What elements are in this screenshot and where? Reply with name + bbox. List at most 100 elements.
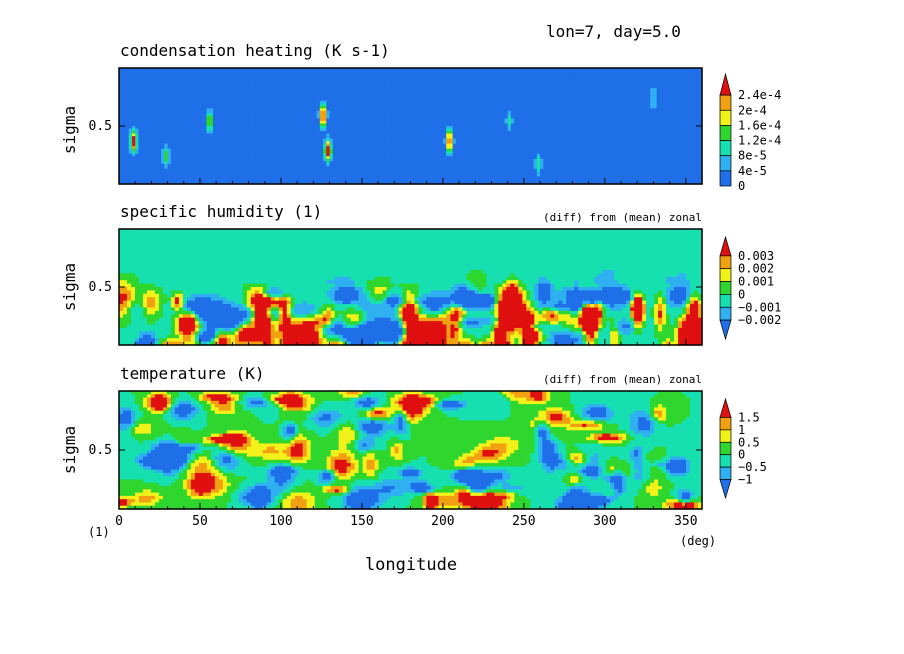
heatmap-cell <box>514 75 518 79</box>
heatmap-cell <box>358 70 363 74</box>
heatmap-cell <box>245 78 250 82</box>
heatmap-cell <box>251 75 256 79</box>
heatmap-cell <box>468 70 473 74</box>
heatmap-cell <box>481 73 486 77</box>
heatmap-cell <box>326 75 331 79</box>
heatmap-cell <box>627 75 632 79</box>
heatmap-cell <box>420 73 425 77</box>
heatmap-cell <box>378 75 382 79</box>
heatmap-cell <box>614 78 619 82</box>
heatmap-cell <box>640 73 645 77</box>
heatmap-cell <box>274 68 279 72</box>
heatmap-cell <box>306 68 311 72</box>
heatmap-cell <box>572 70 577 74</box>
heatmap-cell <box>141 70 146 74</box>
heatmap-cell <box>659 75 664 79</box>
heatmap-cell <box>229 78 233 82</box>
heatmap-cell <box>284 73 289 77</box>
heatmap-cell <box>135 68 140 72</box>
heatmap-cell <box>608 75 612 79</box>
heatmap-cell <box>122 73 127 77</box>
heatmap-cell <box>235 70 240 74</box>
heatmap-cell <box>410 70 415 74</box>
heatmap-cell <box>514 78 518 82</box>
heatmap-cell <box>225 75 230 79</box>
heatmap-cell <box>656 75 661 79</box>
heatmap-cell <box>650 68 655 72</box>
heatmap-cell <box>174 78 178 82</box>
heatmap-cell <box>206 78 211 82</box>
heatmap-cell <box>523 70 528 74</box>
heatmap-cell <box>462 75 467 79</box>
heatmap-cell <box>148 68 152 72</box>
heatmap-cell <box>491 68 496 72</box>
heatmap-cell <box>481 70 486 74</box>
heatmap-cell <box>332 70 337 74</box>
heatmap-cell <box>212 68 217 72</box>
heatmap-cell <box>135 78 140 82</box>
heatmap-cell <box>352 70 357 74</box>
heatmap-cell <box>187 78 191 82</box>
heatmap-cell <box>672 68 677 72</box>
heatmap-cell <box>429 68 434 72</box>
heatmap-cell <box>397 68 402 72</box>
heatmap-cell <box>232 70 237 74</box>
heatmap-cell <box>601 75 606 79</box>
heatmap-cell <box>423 75 428 79</box>
heatmap-cell <box>692 68 697 72</box>
heatmap-cell <box>329 70 334 74</box>
heatmap-cell <box>183 78 188 82</box>
heatmap-cell <box>306 73 311 77</box>
heatmap-cell <box>646 78 651 82</box>
heatmap-cell <box>423 78 428 82</box>
heatmap-cell <box>238 70 243 74</box>
heatmap-cell <box>556 78 561 82</box>
heatmap-cell <box>582 68 586 72</box>
heatmap-cell <box>565 70 570 74</box>
heatmap-cell <box>387 78 392 82</box>
heatmap-cell <box>342 78 347 82</box>
heatmap-cell <box>410 78 415 82</box>
heatmap-cell <box>452 68 457 72</box>
heatmap-cell <box>193 70 198 74</box>
heatmap-cell <box>523 73 528 77</box>
heatmap-cell <box>491 73 496 77</box>
heatmap-cell <box>643 68 648 72</box>
heatmap-cell <box>455 75 460 79</box>
heatmap-cell <box>433 75 438 79</box>
heatmap-cell <box>604 68 609 72</box>
heatmap-cell <box>190 78 195 82</box>
heatmap-cell <box>624 78 629 82</box>
heatmap-cell <box>339 75 344 79</box>
heatmap-cell <box>546 68 551 72</box>
heatmap-cell <box>549 78 554 82</box>
heatmap-cell <box>329 68 334 72</box>
heatmap-cell <box>131 73 136 77</box>
heatmap-cell <box>274 70 279 74</box>
heatmap-cell <box>663 78 667 82</box>
heatmap-cell <box>630 75 635 79</box>
heatmap-cell <box>222 73 227 77</box>
heatmap-cell <box>361 75 366 79</box>
heatmap-cell <box>348 73 353 77</box>
heatmap-cell <box>316 78 321 82</box>
heatmap-cell <box>478 70 483 74</box>
heatmap-cell <box>287 78 292 82</box>
heatmap-cell <box>212 70 217 74</box>
heatmap-cell <box>624 68 629 72</box>
heatmap-cell <box>180 73 185 77</box>
heatmap-cell <box>313 68 318 72</box>
heatmap-cell <box>472 75 476 79</box>
heatmap-cell <box>585 70 590 74</box>
heatmap-cell <box>527 68 531 72</box>
heatmap-cell <box>682 68 687 72</box>
heatmap-cell <box>676 73 680 77</box>
heatmap-cell <box>238 68 243 72</box>
heatmap-cell <box>235 78 240 82</box>
heatmap-cell <box>604 73 609 77</box>
heatmap-cell <box>663 73 667 77</box>
heatmap-cell <box>685 68 690 72</box>
heatmap-cell <box>520 75 525 79</box>
heatmap-cell <box>507 75 512 79</box>
